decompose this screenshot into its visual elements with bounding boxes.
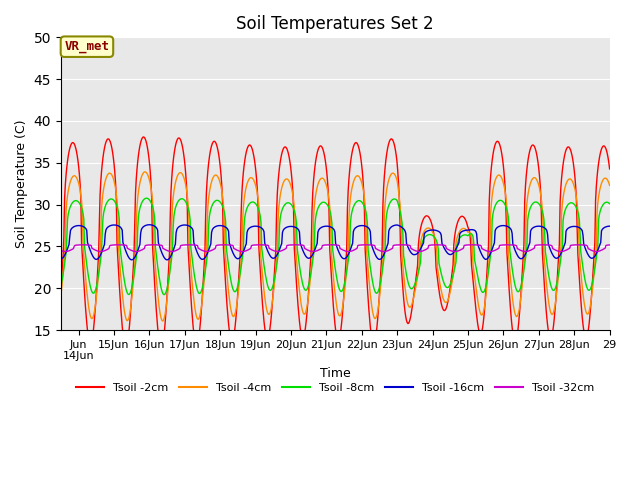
Tsoil -8cm	[60, 271, 67, 277]
Line: Tsoil -8cm: Tsoil -8cm	[61, 198, 610, 295]
Text: VR_met: VR_met	[65, 40, 109, 53]
Tsoil -32cm	[465, 242, 473, 248]
Line: Tsoil -4cm: Tsoil -4cm	[61, 172, 610, 321]
Tsoil -32cm	[606, 242, 614, 248]
Legend: Tsoil -2cm, Tsoil -4cm, Tsoil -8cm, Tsoil -16cm, Tsoil -32cm: Tsoil -2cm, Tsoil -4cm, Tsoil -8cm, Tsoi…	[72, 379, 598, 398]
Line: Tsoil -16cm: Tsoil -16cm	[61, 225, 610, 260]
Tsoil -8cm	[465, 231, 473, 237]
Tsoil -16cm	[146, 222, 154, 228]
Tsoil -16cm	[314, 240, 321, 246]
Tsoil -2cm	[57, 288, 65, 294]
Tsoil -16cm	[57, 256, 65, 262]
Tsoil -4cm	[465, 229, 473, 235]
Tsoil -2cm	[465, 228, 473, 234]
Tsoil -4cm	[606, 182, 614, 188]
Tsoil -32cm	[292, 242, 300, 248]
Tsoil -16cm	[452, 246, 460, 252]
Tsoil -8cm	[292, 221, 300, 227]
Tsoil -4cm	[452, 240, 460, 246]
Line: Tsoil -32cm: Tsoil -32cm	[61, 245, 610, 252]
Tsoil -4cm	[292, 256, 300, 262]
Tsoil -2cm	[140, 134, 147, 140]
Tsoil -16cm	[134, 246, 142, 252]
Tsoil -4cm	[314, 184, 321, 190]
Tsoil -8cm	[452, 259, 460, 265]
Tsoil -2cm	[157, 345, 165, 350]
Tsoil -8cm	[134, 226, 141, 232]
Tsoil -32cm	[79, 242, 87, 248]
Tsoil -16cm	[606, 223, 614, 229]
Tsoil -16cm	[60, 254, 67, 260]
Tsoil -32cm	[135, 248, 143, 254]
Tsoil -8cm	[606, 201, 614, 206]
Tsoil -4cm	[57, 293, 65, 299]
Tsoil -4cm	[159, 318, 166, 324]
Tsoil -16cm	[292, 225, 300, 231]
Y-axis label: Soil Temperature (C): Soil Temperature (C)	[15, 120, 28, 248]
Tsoil -2cm	[292, 281, 300, 287]
Tsoil -2cm	[134, 159, 141, 165]
Tsoil -2cm	[606, 166, 614, 172]
Tsoil -8cm	[57, 283, 65, 288]
Tsoil -4cm	[134, 195, 141, 201]
Tsoil -32cm	[61, 249, 69, 254]
Tsoil -4cm	[60, 270, 67, 276]
Tsoil -8cm	[161, 292, 168, 298]
Tsoil -32cm	[57, 248, 65, 253]
Tsoil -4cm	[141, 169, 149, 175]
X-axis label: Time: Time	[320, 367, 351, 380]
Tsoil -32cm	[314, 248, 321, 253]
Tsoil -32cm	[452, 249, 460, 254]
Tsoil -8cm	[314, 208, 321, 214]
Tsoil -2cm	[60, 252, 67, 258]
Tsoil -16cm	[128, 257, 136, 263]
Title: Soil Temperatures Set 2: Soil Temperatures Set 2	[236, 15, 434, 33]
Tsoil -8cm	[143, 195, 150, 201]
Tsoil -32cm	[60, 248, 67, 254]
Line: Tsoil -2cm: Tsoil -2cm	[61, 137, 610, 348]
Tsoil -16cm	[465, 227, 473, 233]
Tsoil -2cm	[314, 150, 321, 156]
Tsoil -2cm	[452, 226, 460, 231]
